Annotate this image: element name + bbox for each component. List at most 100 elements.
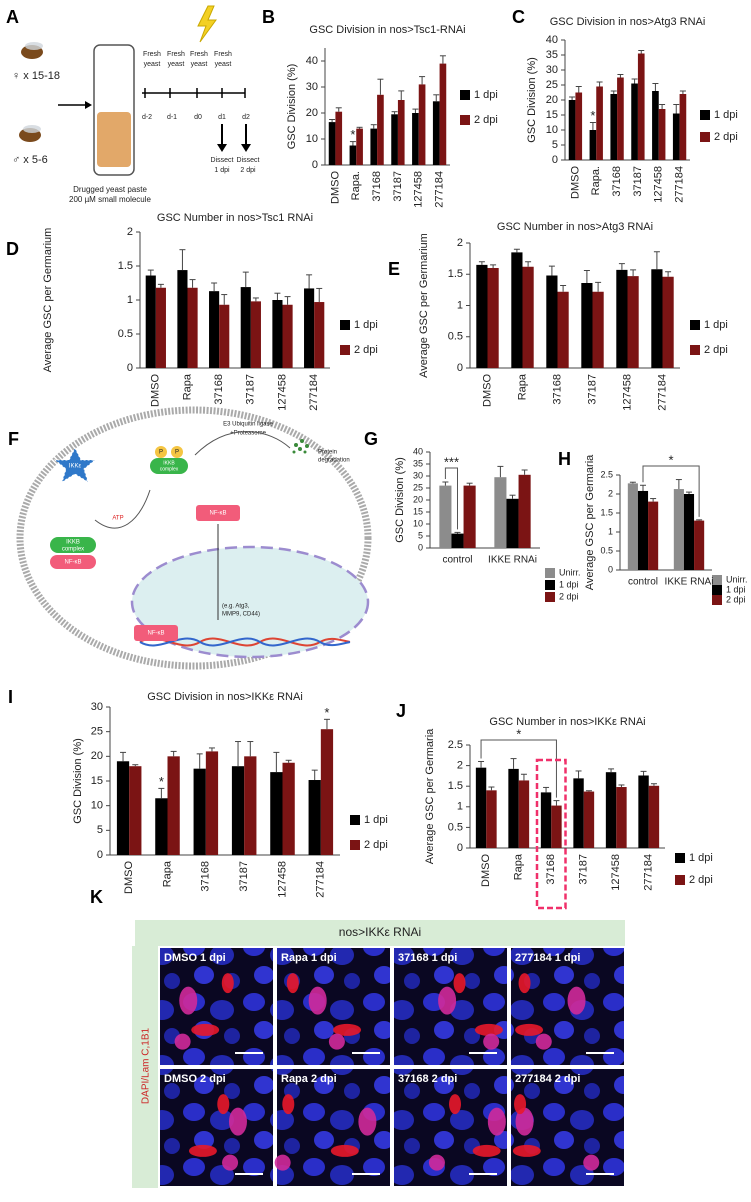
- dissect-label: 2 dpi: [240, 167, 256, 174]
- bar: [581, 283, 593, 368]
- fly-wing: [23, 125, 41, 133]
- x-tick-label: 37168: [200, 861, 212, 892]
- panel-letter: K: [90, 887, 103, 907]
- bar: [589, 130, 597, 160]
- day-label: d-1: [167, 114, 177, 121]
- bar: [240, 287, 251, 368]
- y-tick-label: 0.5: [448, 821, 463, 833]
- y-tick-label: 35: [413, 458, 423, 468]
- bar: [377, 94, 384, 165]
- y-axis-label: GSC Division (%): [394, 457, 406, 543]
- female-label: ♀ x 15-18: [12, 70, 60, 82]
- lamc-signal: [518, 973, 531, 994]
- x-tick-label: 37168: [213, 374, 225, 405]
- x-tick-label: control: [442, 555, 472, 566]
- ikkb-complex: [50, 537, 96, 553]
- lamc-signal: [438, 986, 457, 1015]
- legend-label: 1 dpi: [559, 579, 579, 589]
- panel-letter: I: [8, 687, 13, 707]
- arrow: [94, 489, 151, 529]
- x-tick-label: 277184: [656, 374, 668, 411]
- x-tick-label: Rapa: [513, 853, 525, 880]
- bar: [391, 114, 398, 165]
- lamc-signal: [449, 1094, 462, 1115]
- irradiation-icon: [197, 5, 217, 43]
- micrograph-label: 277184 2 dpi: [515, 1073, 580, 1085]
- y-tick-label: 0: [127, 362, 133, 374]
- x-tick-label: IKKE RNAi: [665, 577, 714, 588]
- nfkb: [50, 555, 96, 569]
- x-tick-label: 37187: [632, 166, 644, 197]
- x-tick-label: IKKE RNAi: [488, 555, 537, 566]
- nfkb-label: NF-κB: [148, 631, 165, 637]
- fresh-label: Fresh: [143, 51, 161, 58]
- panel-letter: B: [262, 7, 275, 27]
- highlight-box: [535, 758, 567, 910]
- lamc-signal: [217, 1094, 230, 1115]
- y-axis-label: Average GSC per Germaria: [584, 454, 596, 590]
- bar: [557, 291, 569, 368]
- bar: [145, 275, 156, 368]
- bar: [522, 266, 534, 368]
- header-bar: [135, 920, 625, 946]
- day-label: d2: [242, 114, 250, 121]
- bar: [575, 92, 583, 160]
- timeline-ticks: [144, 88, 246, 98]
- micrograph: [394, 1069, 507, 1186]
- legend-swatch: [712, 575, 722, 585]
- bar: [662, 276, 674, 368]
- micrograph-label: 37168 1 dpi: [398, 952, 457, 964]
- nfkb: [196, 505, 240, 521]
- fresh-label: Fresh: [167, 51, 185, 58]
- arrowhead: [217, 144, 227, 152]
- x-tick-label: DMSO: [480, 854, 492, 887]
- micrograph: [511, 948, 624, 1065]
- panel-k: nos>IKKε RNAi DAPI/Lam C,1B1: [132, 920, 625, 1188]
- dna: [139, 637, 351, 647]
- dissect-label: Dissect: [211, 157, 234, 164]
- nucleus: [130, 545, 370, 659]
- lamc-signal: [567, 986, 586, 1015]
- y-tick-label: 0: [552, 154, 558, 166]
- y-tick-label: 1: [457, 299, 463, 311]
- lamc-signal: [188, 1144, 217, 1157]
- lamc-signal: [512, 1144, 541, 1157]
- x-tick-label: DMSO: [329, 171, 341, 204]
- x-tick-label: 277184: [433, 171, 445, 208]
- degraded-protein: [292, 439, 309, 454]
- legend-swatch: [350, 840, 360, 850]
- dissect-label: Dissect: [237, 157, 260, 164]
- y-tick-label: 10: [546, 124, 558, 136]
- y-tick-label: 1.5: [118, 260, 133, 272]
- y-tick-label: 10: [413, 518, 423, 528]
- bar: [451, 533, 464, 548]
- lamc-signal: [179, 986, 198, 1015]
- ikkb-label: complex: [160, 466, 179, 472]
- bar: [320, 729, 334, 855]
- bar: [476, 264, 488, 368]
- degradation-label: Protein: [318, 450, 337, 456]
- legend-swatch: [690, 320, 700, 330]
- lamc-signal: [328, 1033, 345, 1050]
- y-tick-label: 5: [552, 139, 558, 151]
- x-tick-label: DMSO: [150, 374, 162, 407]
- x-tick-label: 37187: [238, 861, 250, 892]
- legend-swatch: [700, 132, 710, 142]
- panel-f: E3 Ubiquitin ligase +Proteasome Protein …: [16, 406, 372, 670]
- x-tick-label: Rapa.: [350, 171, 362, 200]
- chart-title: GSC Division in nos>IKKε RNAi: [147, 691, 303, 703]
- y-tick-label: 15: [91, 775, 103, 787]
- chart: GSC Number in nos>Atg3 RNAi Average GSC p…: [418, 221, 728, 411]
- bar: [648, 785, 660, 848]
- panel-letter: E: [388, 259, 400, 279]
- x-tick-label: 127458: [610, 854, 622, 891]
- legend-label: 1 dpi: [714, 109, 738, 121]
- y-tick-label: 0: [97, 849, 103, 861]
- bar: [592, 291, 604, 368]
- male-label: ♂ x 5-6: [12, 154, 48, 166]
- ikkb-label: complex: [62, 547, 84, 553]
- legend-swatch: [350, 815, 360, 825]
- chart: GSC Division (%) 0 5 10 15 20 25 30 35 40 Unirr. 1 …: [394, 446, 581, 602]
- dissect-label: 1 dpi: [214, 167, 230, 174]
- bar: [282, 762, 295, 855]
